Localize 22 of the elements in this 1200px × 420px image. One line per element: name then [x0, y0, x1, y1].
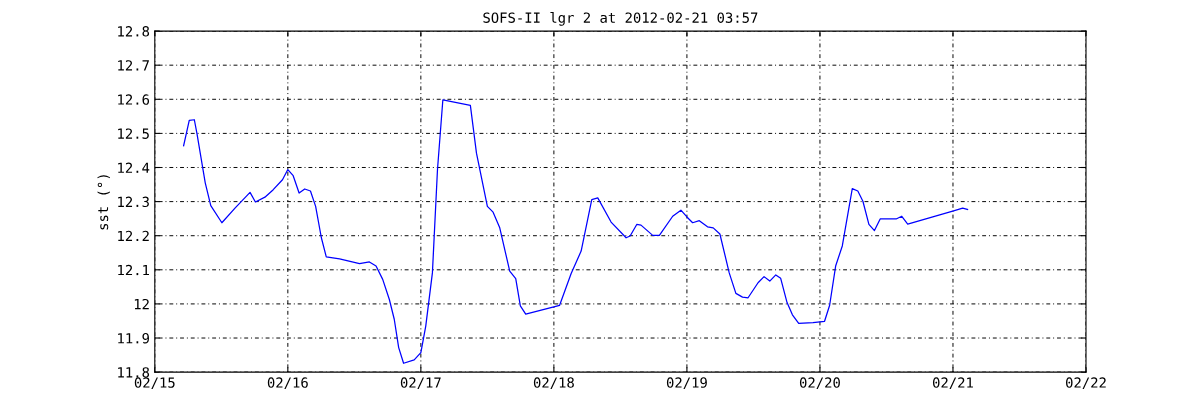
y-tick-label: 11.8	[118, 367, 150, 378]
x-tick-label: 02/21	[932, 377, 973, 389]
x-tick-label: 02/22	[1066, 377, 1106, 389]
y-tick-label: 12	[134, 298, 149, 310]
x-tick-label: 02/15	[134, 377, 175, 389]
y-tick-label: 12.3	[118, 196, 149, 208]
x-tick-label: 02/17	[400, 377, 441, 389]
y-tick-label: 12.4	[118, 162, 150, 173]
chart-title: SOFS-II lgr 2 at 2012-02-21 03:57	[483, 12, 758, 26]
y-tick-label: 12.5	[118, 128, 149, 139]
line-series	[182, 99, 969, 364]
y-tick-label: 12.2	[118, 230, 149, 242]
x-tick-label: 02/19	[666, 377, 707, 389]
y-tick-label: 12.8	[118, 26, 150, 37]
x-tick-label: 02/18	[533, 377, 574, 389]
y-axis-title: sst (°)	[97, 175, 110, 230]
y-tick-label: 12.1	[118, 264, 149, 276]
x-tick-label: 02/16	[267, 377, 308, 389]
x-tick-label: 02/20	[799, 377, 840, 389]
y-tick-label: 12.6	[118, 94, 150, 105]
y-tick-label: 11.9	[118, 333, 149, 344]
y-tick-label: 12.7	[118, 60, 149, 71]
